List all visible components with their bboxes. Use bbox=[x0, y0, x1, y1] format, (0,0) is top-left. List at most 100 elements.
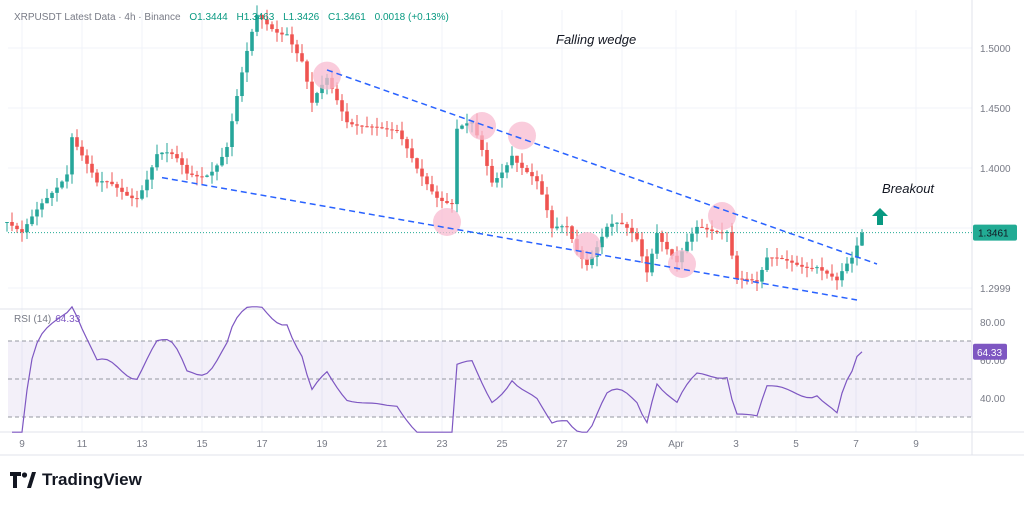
rsi-tick-label: 80.00 bbox=[980, 318, 1005, 329]
candle bbox=[805, 262, 809, 278]
candle-body bbox=[290, 34, 294, 45]
wedge-lower-line bbox=[161, 176, 858, 301]
touch-point-circle bbox=[708, 202, 736, 230]
candle-body bbox=[715, 231, 719, 233]
candle bbox=[250, 28, 254, 56]
candle bbox=[510, 146, 514, 169]
candle bbox=[165, 142, 169, 163]
candle-body bbox=[800, 264, 804, 267]
last-price-label: 1.3461 bbox=[978, 229, 1009, 240]
candle-body bbox=[235, 96, 239, 122]
candle-body bbox=[760, 269, 764, 282]
candle bbox=[315, 91, 319, 106]
candle bbox=[825, 269, 829, 279]
candle-body bbox=[195, 174, 199, 177]
candle-body bbox=[245, 50, 249, 73]
candle bbox=[370, 124, 374, 136]
candle-body bbox=[160, 152, 164, 155]
candle-body bbox=[250, 31, 254, 51]
candle bbox=[135, 190, 139, 208]
candle-body bbox=[380, 127, 384, 129]
candle-body bbox=[310, 81, 314, 103]
candle-body bbox=[820, 267, 824, 271]
candle bbox=[180, 152, 184, 175]
time-tick-label: 13 bbox=[136, 439, 148, 450]
candle bbox=[485, 142, 489, 176]
time-tick-label: 25 bbox=[496, 439, 508, 450]
candle-body bbox=[460, 125, 464, 129]
tradingview-logo[interactable]: TradingView bbox=[10, 470, 142, 490]
candle bbox=[185, 158, 189, 180]
candle-body bbox=[410, 148, 414, 159]
candle-body bbox=[55, 187, 59, 193]
candle bbox=[430, 175, 434, 195]
candle-body bbox=[85, 155, 89, 164]
candle-body bbox=[30, 216, 34, 225]
time-tick-label: 11 bbox=[77, 439, 88, 450]
candle bbox=[205, 174, 209, 178]
candle-body bbox=[145, 179, 149, 191]
candle-body bbox=[200, 176, 204, 178]
candle-body bbox=[730, 231, 734, 256]
candle-body bbox=[855, 245, 859, 258]
candle bbox=[845, 257, 849, 274]
candle-body bbox=[215, 165, 219, 172]
candle bbox=[855, 237, 859, 266]
candle bbox=[150, 164, 154, 189]
candle bbox=[540, 174, 544, 195]
candle-body bbox=[165, 152, 169, 154]
candle-body bbox=[295, 44, 299, 54]
touch-point-circle bbox=[468, 112, 496, 140]
last-price-badge bbox=[973, 224, 1017, 241]
candle bbox=[340, 94, 344, 122]
candle bbox=[730, 222, 734, 260]
symbol-info: XRPUSDT Latest Data · 4h · Binance bbox=[14, 12, 181, 23]
candle-body bbox=[420, 168, 424, 177]
price-tick-label: 1.2999 bbox=[980, 284, 1011, 295]
time-tick-label: 29 bbox=[616, 439, 628, 450]
rsi-label: RSI (14) bbox=[14, 314, 52, 325]
candle bbox=[400, 121, 404, 146]
breakout-arrow-icon bbox=[872, 208, 888, 225]
candle bbox=[820, 257, 824, 281]
candle-body bbox=[100, 181, 104, 183]
candle bbox=[645, 249, 649, 282]
candle-body bbox=[350, 122, 354, 125]
candle bbox=[360, 125, 364, 134]
candle bbox=[780, 255, 784, 260]
candle bbox=[280, 27, 284, 42]
candle-body bbox=[545, 194, 549, 211]
candle bbox=[765, 247, 769, 273]
candle-body bbox=[125, 191, 129, 196]
candle bbox=[695, 220, 699, 242]
candle-body bbox=[390, 129, 394, 131]
candle-body bbox=[505, 165, 509, 173]
candle-body bbox=[530, 172, 534, 177]
ohlc-open: O1.3444 bbox=[189, 12, 228, 23]
candle-body bbox=[355, 124, 359, 126]
candle-body bbox=[750, 279, 754, 281]
rsi-value-badge-label: 64.33 bbox=[977, 348, 1002, 359]
time-tick-label: 21 bbox=[376, 439, 388, 450]
candle-body bbox=[540, 181, 544, 195]
ohlc-high: H1.3463 bbox=[236, 12, 275, 23]
candle-body bbox=[25, 224, 29, 233]
candle bbox=[425, 172, 429, 191]
candle-body bbox=[490, 165, 494, 183]
wedge-upper-line bbox=[326, 69, 878, 265]
candle-body bbox=[780, 257, 784, 260]
time-tick-label: 15 bbox=[196, 439, 208, 450]
candle-body bbox=[35, 209, 39, 217]
candle-body bbox=[815, 267, 819, 269]
candle bbox=[95, 169, 99, 187]
candle-body bbox=[5, 222, 9, 223]
candle bbox=[5, 222, 9, 232]
candle bbox=[60, 180, 64, 190]
candle-body bbox=[400, 130, 404, 140]
candle-body bbox=[765, 257, 769, 270]
candle bbox=[290, 26, 294, 53]
candle bbox=[105, 180, 109, 189]
candle-body bbox=[395, 129, 399, 131]
candle-body bbox=[240, 72, 244, 97]
